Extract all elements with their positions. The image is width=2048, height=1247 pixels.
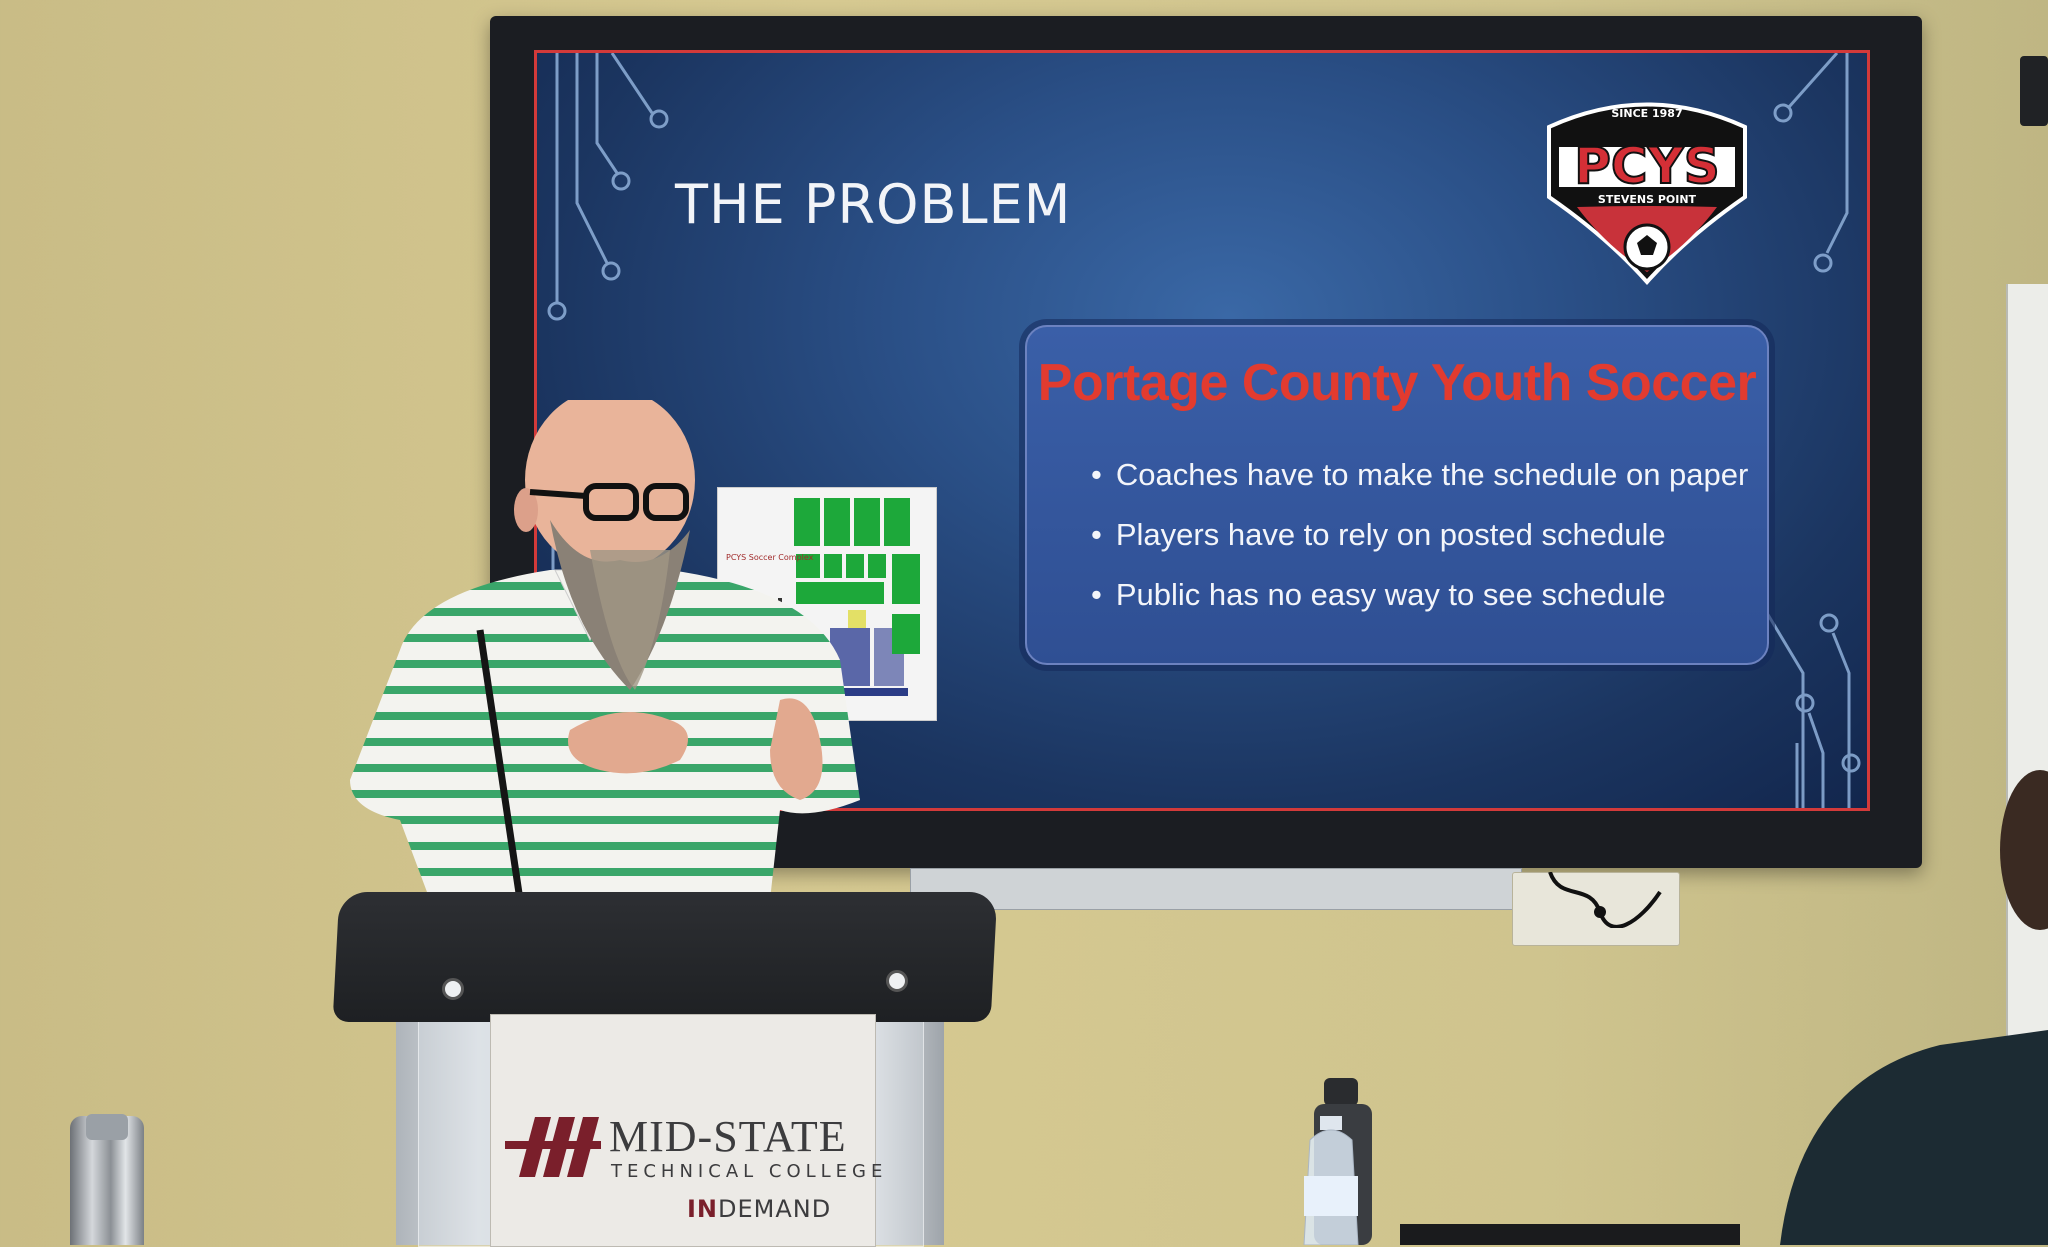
- college-logo-mark: [505, 1117, 601, 1177]
- bullet-list: Coaches have to make the schedule on pap…: [1091, 445, 1748, 625]
- presenter: [350, 400, 860, 901]
- college-sign: MID-STATE TECHNICAL COLLEGE INDEMAND: [490, 1014, 882, 1247]
- bullet-item: Players have to rely on posted schedule: [1091, 505, 1748, 565]
- college-tagline: INDEMAND: [687, 1195, 831, 1223]
- college-name: MID-STATE: [609, 1112, 847, 1161]
- pcys-logo: SINCE 1987 PCYS STEVENS POINT: [1547, 102, 1747, 286]
- presentation-slide: THE PROBLEM SINCE 1987 PCYS STEVENS POIN…: [534, 50, 1870, 811]
- info-box: Portage County Youth Soccer Coaches have…: [1025, 325, 1769, 665]
- logo-pcys-text: PCYS: [1574, 137, 1720, 195]
- college-subtitle: TECHNICAL COLLEGE: [611, 1161, 888, 1182]
- podium-screw: [442, 978, 464, 1000]
- cable: [1548, 872, 1662, 928]
- bottle-cap: [86, 1114, 128, 1140]
- logo-city-text: STEVENS POINT: [1598, 193, 1697, 206]
- podium-top: [332, 892, 998, 1022]
- slide-title: THE PROBLEM: [675, 173, 1072, 236]
- tagline-rest: DEMAND: [718, 1195, 832, 1223]
- audience-member: [1780, 770, 2048, 1245]
- wall-device: [2020, 56, 2048, 126]
- logo-since-text: SINCE 1987: [1611, 107, 1682, 120]
- bullet-item: Coaches have to make the schedule on pap…: [1091, 445, 1748, 505]
- map-title: PCYS Soccer Complex: [726, 553, 814, 562]
- bullet-item: Public has no easy way to see schedule: [1091, 565, 1748, 625]
- circuit-decoration: [543, 53, 1861, 808]
- table-edge: [1400, 1224, 1740, 1245]
- podium-screw: [886, 970, 908, 992]
- tagline-accent: IN: [687, 1195, 719, 1223]
- tv-stand-bar: [910, 868, 1522, 910]
- info-heading: Portage County Youth Soccer: [1037, 354, 1757, 412]
- plastic-water-bottle: [1303, 1116, 1359, 1245]
